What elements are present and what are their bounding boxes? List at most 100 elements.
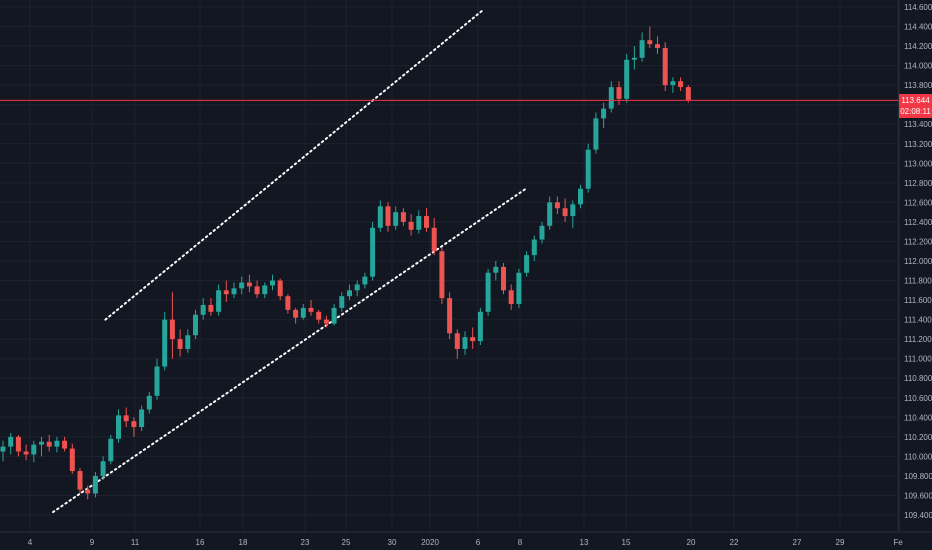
candle-body: [608, 87, 614, 109]
last-price-value: 113.644: [901, 96, 930, 106]
candle-body: [8, 436, 14, 447]
candle: [439, 247, 445, 304]
candle: [639, 32, 645, 62]
last-price-badge: 113.644 02:08:11: [899, 94, 932, 119]
candle: [447, 292, 453, 340]
x-tick-label: 4: [28, 538, 33, 547]
candle-body: [331, 307, 337, 324]
price-axis[interactable]: 114.600 114.400 114.200 114.000 113.800 113.6…: [898, 0, 932, 532]
candle: [454, 329, 460, 359]
candle: [308, 300, 314, 316]
candle: [108, 434, 114, 465]
candle: [470, 327, 476, 349]
candle-body: [308, 307, 314, 312]
y-tick-label: 114.200: [904, 42, 932, 51]
x-tick-label: 20: [687, 538, 696, 547]
candle-body: [69, 448, 75, 472]
y-tick-label: 114.400: [904, 23, 932, 32]
grid: [0, 0, 899, 532]
candle: [62, 436, 68, 452]
candle-body: [262, 285, 268, 295]
upper-channel-line[interactable]: [104, 9, 483, 321]
candle-body: [508, 290, 514, 304]
y-tick-label: 113.200: [904, 140, 932, 149]
x-tick-label: 15: [622, 538, 631, 547]
candle: [408, 214, 414, 236]
candle: [339, 292, 345, 312]
candle-body: [678, 81, 684, 88]
candle: [501, 262, 506, 295]
candle: [377, 200, 383, 232]
candle: [354, 280, 360, 297]
candle: [655, 36, 660, 54]
candle: [69, 443, 75, 474]
candle: [524, 251, 530, 277]
candle-body: [177, 339, 183, 349]
candle-body: [370, 227, 376, 277]
candle: [400, 208, 406, 226]
candle-body: [77, 471, 83, 490]
y-tick-label: 111.400: [904, 316, 932, 325]
time-axis[interactable]: 4 9 11 16 18 23 25 30 2020 6 8 13 15 20 22 27 29 Fe: [0, 531, 932, 547]
candle-body: [639, 40, 645, 58]
candle-body: [323, 319, 329, 324]
candle-body: [431, 227, 437, 252]
candle: [462, 331, 468, 355]
candle-body: [447, 298, 453, 334]
candle: [270, 274, 275, 291]
y-tick-label: 113.800: [904, 81, 932, 90]
candle: [562, 198, 568, 222]
x-tick-label: 6: [476, 538, 481, 547]
countdown-timer: 02:08:11: [900, 107, 931, 117]
candle: [416, 210, 422, 234]
x-tick-label: 9: [90, 538, 95, 547]
candle-body: [470, 337, 476, 342]
candle: [631, 46, 637, 70]
x-tick-label: Fe: [893, 538, 903, 547]
candle-body: [554, 202, 560, 209]
candle: [116, 409, 121, 443]
x-tick-label: 23: [301, 538, 310, 547]
channel-lines[interactable]: [52, 9, 529, 514]
candle: [331, 303, 337, 326]
candle-body: [131, 421, 137, 428]
candle: [347, 284, 352, 301]
candle-body: [477, 311, 483, 342]
candle: [647, 26, 653, 49]
y-tick-label: 111.000: [904, 355, 932, 364]
candle-body: [316, 311, 322, 320]
candle: [131, 417, 137, 437]
candle-body: [501, 266, 506, 291]
candle-body: [277, 280, 283, 297]
y-tick-label: 112.400: [904, 218, 932, 227]
lower-channel-line[interactable]: [52, 186, 529, 514]
candle-body: [154, 366, 160, 396]
x-tick-label: 27: [793, 538, 802, 547]
candle: [223, 280, 229, 303]
candle: [139, 405, 145, 431]
candle-body: [631, 57, 637, 60]
candle: [123, 407, 129, 428]
candle: [239, 276, 245, 295]
candle-body: [116, 415, 121, 439]
candle-body: [108, 438, 114, 462]
candle-body: [562, 208, 568, 217]
candle: [92, 472, 98, 498]
candle-body: [493, 266, 499, 273]
candle-body: [231, 288, 237, 295]
candle: [231, 282, 237, 299]
candle-body: [169, 319, 175, 340]
candle-body: [339, 296, 345, 308]
candle: [39, 436, 44, 457]
candle-body: [300, 307, 306, 318]
candle: [169, 292, 175, 359]
y-tick-label: 112.000: [904, 257, 932, 266]
y-tick-label: 113.400: [904, 120, 932, 129]
candle: [177, 329, 183, 357]
x-tick-label: 16: [196, 538, 205, 547]
candle: [477, 307, 483, 346]
candle-body: [624, 59, 630, 99]
candle-body: [578, 188, 583, 205]
